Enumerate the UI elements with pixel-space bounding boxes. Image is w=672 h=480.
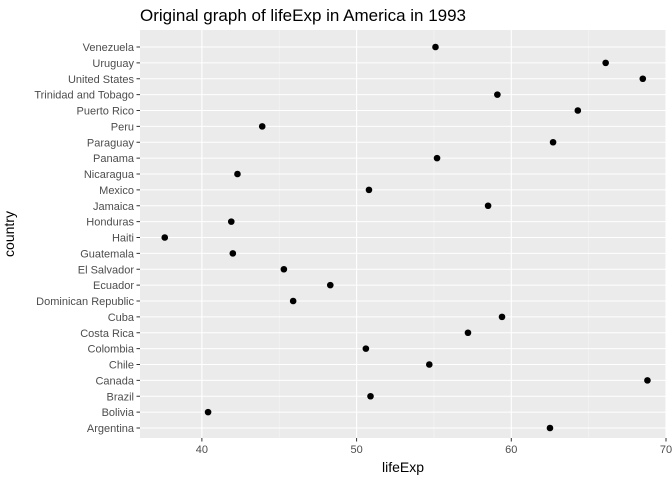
y-tick-label: Brazil (106, 391, 134, 403)
data-point (362, 345, 370, 352)
plot-panel (140, 30, 666, 438)
y-tick-label: Nicaragua (84, 169, 135, 181)
y-tick-label: Costa Rica (80, 328, 135, 340)
y-tick-label: Canada (95, 375, 134, 387)
data-point (498, 313, 506, 321)
data-point (484, 202, 492, 210)
x-tick-label: 50 (350, 444, 362, 456)
data-point (367, 392, 374, 400)
data-point (234, 170, 241, 178)
data-points (161, 43, 651, 432)
x-tick-label: 70 (660, 444, 672, 456)
x-axis: 40 50 60 70 (196, 438, 672, 456)
y-tick-label: Chile (109, 360, 134, 372)
y-tick-label: Bolivia (102, 407, 135, 419)
data-point (433, 154, 441, 162)
data-point (546, 424, 554, 432)
y-tick-label: Haiti (112, 233, 134, 245)
y-tick-label: Panama (93, 153, 135, 165)
data-point (204, 408, 212, 416)
y-tick-label: Ecuador (93, 280, 134, 292)
data-point (326, 281, 334, 289)
data-point (432, 43, 439, 51)
y-tick-label: El Salvador (78, 264, 135, 276)
x-axis-title: lifeExp (382, 459, 424, 475)
data-point (161, 234, 169, 241)
y-tick-label: Honduras (86, 217, 134, 229)
y-axis: Argentina Bolivia Brazil Canada Chile Colombi… (34, 42, 140, 435)
y-tick-label: Venezuela (83, 42, 135, 54)
data-point (227, 218, 235, 225)
data-point (602, 59, 609, 67)
data-point (289, 297, 297, 305)
y-tick-label: Jamaica (93, 201, 135, 213)
data-point (258, 123, 266, 130)
chart-title: Original graph of lifeExp in America in … (140, 6, 466, 25)
y-tick-label: Puerto Rico (77, 106, 134, 118)
data-point (639, 75, 647, 83)
y-tick-label: Peru (111, 121, 134, 133)
data-point (426, 361, 433, 368)
data-point (644, 377, 651, 384)
y-tick-label: Colombia (88, 344, 135, 356)
grid-major (140, 30, 667, 438)
data-point (229, 250, 237, 257)
y-tick-label: Dominican Republic (36, 296, 134, 308)
y-tick-label: Uruguay (92, 58, 134, 70)
x-tick-label: 60 (505, 444, 517, 456)
y-tick-label: Argentina (87, 423, 135, 435)
grid-minor (278, 30, 589, 438)
y-tick-label: Cuba (108, 312, 135, 324)
data-point (549, 138, 557, 146)
y-tick-label: Trinidad and Tobago (34, 90, 134, 102)
y-tick-label: Paraguay (87, 137, 135, 149)
y-tick-label: Guatemala (80, 248, 135, 260)
y-axis-title: country (1, 211, 17, 257)
y-tick-label: Mexico (99, 185, 134, 197)
y-tick-label: United States (68, 74, 135, 86)
data-point (464, 329, 472, 337)
data-point (574, 107, 582, 114)
data-point (280, 265, 288, 273)
data-point (494, 91, 501, 98)
data-point (365, 186, 373, 194)
x-tick-label: 40 (196, 444, 208, 456)
